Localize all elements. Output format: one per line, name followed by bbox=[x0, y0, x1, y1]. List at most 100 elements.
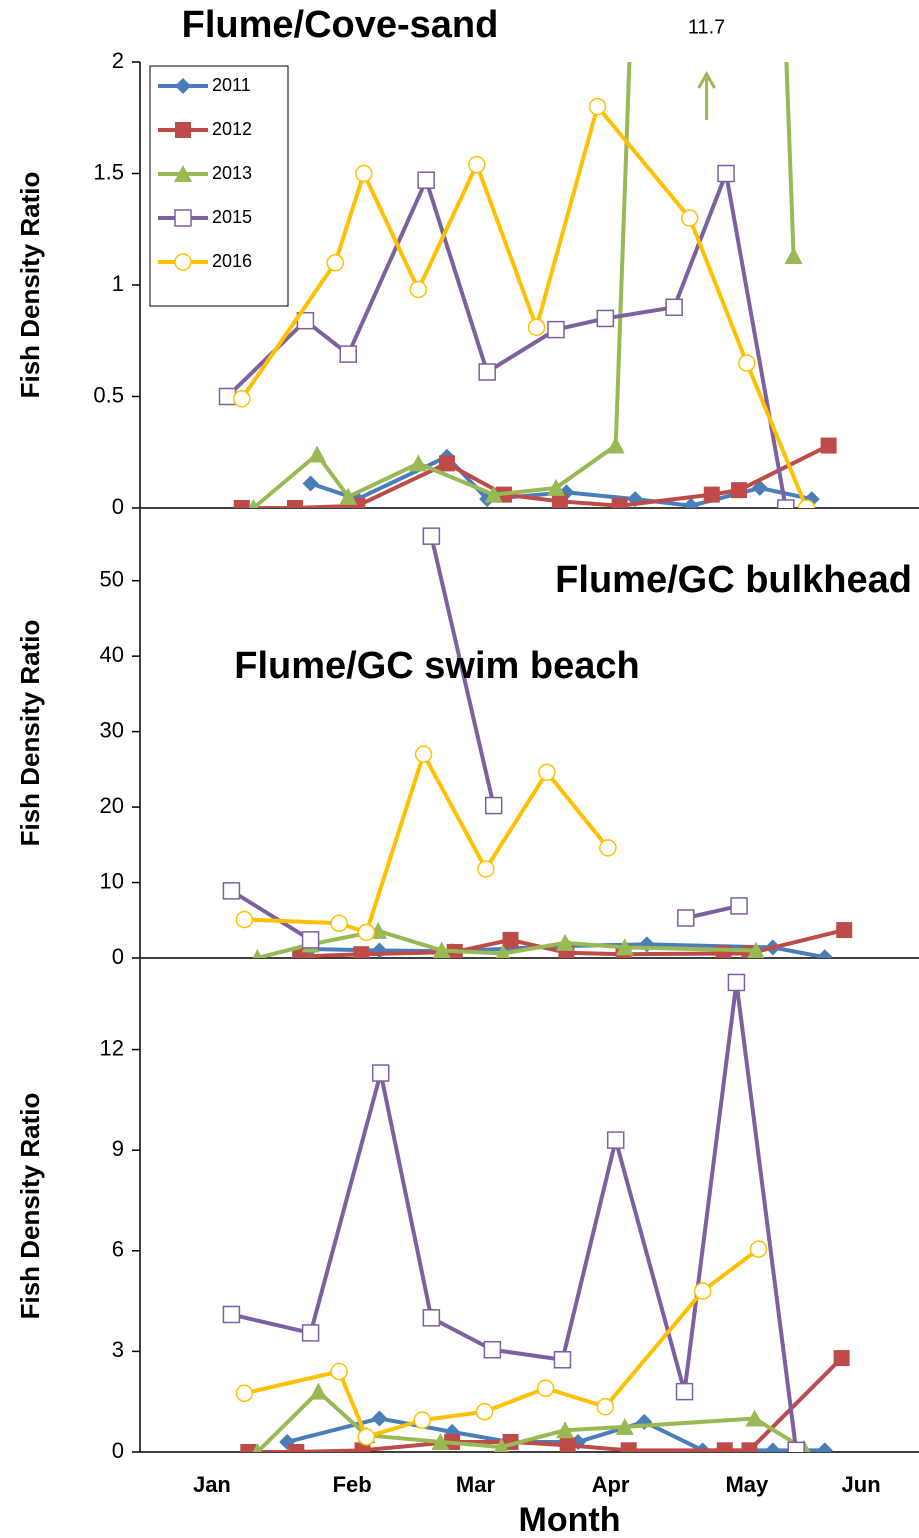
marker bbox=[716, 1442, 733, 1452]
marker bbox=[620, 1442, 637, 1452]
marker bbox=[727, 973, 746, 992]
marker bbox=[252, 949, 263, 958]
y-axis-label: Fish Density Ratio bbox=[15, 620, 45, 847]
legend-label: 2013 bbox=[212, 163, 252, 183]
arrow-head bbox=[697, 70, 716, 89]
marker bbox=[431, 1432, 450, 1450]
marker bbox=[371, 1064, 390, 1082]
marker bbox=[409, 280, 428, 299]
marker bbox=[302, 475, 319, 492]
marker bbox=[355, 164, 373, 183]
marker bbox=[409, 454, 428, 472]
marker bbox=[330, 914, 348, 933]
marker bbox=[777, 499, 795, 508]
marker bbox=[495, 944, 510, 958]
x-tick-label: Jan bbox=[193, 1472, 231, 1497]
marker bbox=[339, 345, 358, 363]
y-tick-label: 6 bbox=[112, 1237, 124, 1262]
y-axis-label: Fish Density Ratio bbox=[15, 1093, 45, 1320]
marker bbox=[422, 527, 441, 545]
y-tick-label: 0 bbox=[112, 1438, 124, 1463]
marker bbox=[502, 931, 519, 948]
marker bbox=[596, 309, 615, 328]
marker bbox=[693, 1282, 712, 1300]
marker bbox=[745, 1409, 764, 1427]
y-tick-label: 0 bbox=[112, 494, 124, 519]
marker bbox=[764, 1442, 781, 1452]
marker bbox=[588, 97, 607, 116]
marker bbox=[248, 499, 259, 508]
marker bbox=[538, 763, 556, 782]
marker bbox=[615, 938, 634, 956]
x-tick-label: Jun bbox=[842, 1472, 881, 1497]
marker bbox=[787, 1441, 805, 1452]
y-tick-label: 3 bbox=[112, 1337, 124, 1362]
marker bbox=[675, 1382, 694, 1401]
y-tick-label: 9 bbox=[112, 1136, 124, 1161]
marker bbox=[422, 1309, 441, 1327]
series-line bbox=[248, 1356, 844, 1452]
x-tick-label: May bbox=[725, 1472, 769, 1497]
marker bbox=[606, 1131, 625, 1149]
marker bbox=[309, 1382, 328, 1400]
chart-title: Flume/Cove-sand bbox=[182, 4, 499, 46]
chart-title: Flume/GC swim beach bbox=[234, 645, 639, 687]
marker bbox=[836, 922, 853, 939]
marker bbox=[731, 482, 748, 499]
marker bbox=[413, 1411, 432, 1429]
marker bbox=[738, 354, 756, 372]
chart-title: Flume/GC bulkhead bbox=[555, 559, 912, 601]
legend-label: 2015 bbox=[212, 207, 252, 227]
y-tick-label: 20 bbox=[100, 793, 124, 818]
marker bbox=[468, 155, 486, 174]
marker bbox=[287, 500, 304, 508]
marker bbox=[233, 389, 251, 408]
y-tick-label: 1 bbox=[112, 271, 124, 296]
legend-box bbox=[149, 65, 289, 307]
y-tick-label: 12 bbox=[100, 1035, 124, 1060]
marker bbox=[784, 247, 803, 265]
marker bbox=[438, 455, 455, 472]
x-tick-label: Apr bbox=[592, 1472, 630, 1497]
marker bbox=[551, 493, 568, 508]
y-tick-label: 0 bbox=[112, 944, 124, 969]
marker bbox=[417, 171, 435, 189]
marker bbox=[330, 1362, 348, 1381]
marker bbox=[326, 253, 345, 272]
marker bbox=[371, 1410, 388, 1427]
marker bbox=[371, 942, 388, 958]
y-tick-label: 50 bbox=[100, 567, 124, 592]
marker bbox=[556, 933, 575, 951]
marker bbox=[703, 486, 720, 503]
marker bbox=[536, 1379, 555, 1398]
marker bbox=[599, 839, 617, 857]
y-tick-label: 40 bbox=[100, 642, 124, 667]
marker bbox=[218, 387, 237, 406]
marker bbox=[596, 1397, 615, 1416]
marker bbox=[477, 860, 495, 878]
y-tick-label: 30 bbox=[100, 717, 124, 742]
series-line bbox=[230, 980, 799, 1451]
y-tick-label: 10 bbox=[100, 868, 124, 893]
marker bbox=[606, 436, 625, 454]
marker bbox=[527, 318, 546, 337]
marker bbox=[357, 923, 376, 942]
marker bbox=[175, 78, 191, 94]
marker bbox=[292, 948, 309, 958]
x-axis-label: Month bbox=[519, 1501, 621, 1538]
marker bbox=[301, 931, 320, 949]
series-line bbox=[244, 752, 610, 935]
marker bbox=[357, 1428, 376, 1446]
series-line bbox=[241, 443, 830, 508]
marker bbox=[478, 363, 496, 381]
series-line bbox=[230, 535, 740, 942]
marker bbox=[235, 1384, 254, 1403]
legend-label: 2012 bbox=[212, 119, 252, 139]
marker bbox=[749, 1240, 768, 1258]
marker bbox=[175, 122, 191, 138]
marker bbox=[494, 1437, 509, 1452]
marker bbox=[432, 941, 451, 958]
marker bbox=[730, 897, 748, 915]
marker bbox=[816, 949, 833, 958]
marker bbox=[222, 882, 241, 900]
